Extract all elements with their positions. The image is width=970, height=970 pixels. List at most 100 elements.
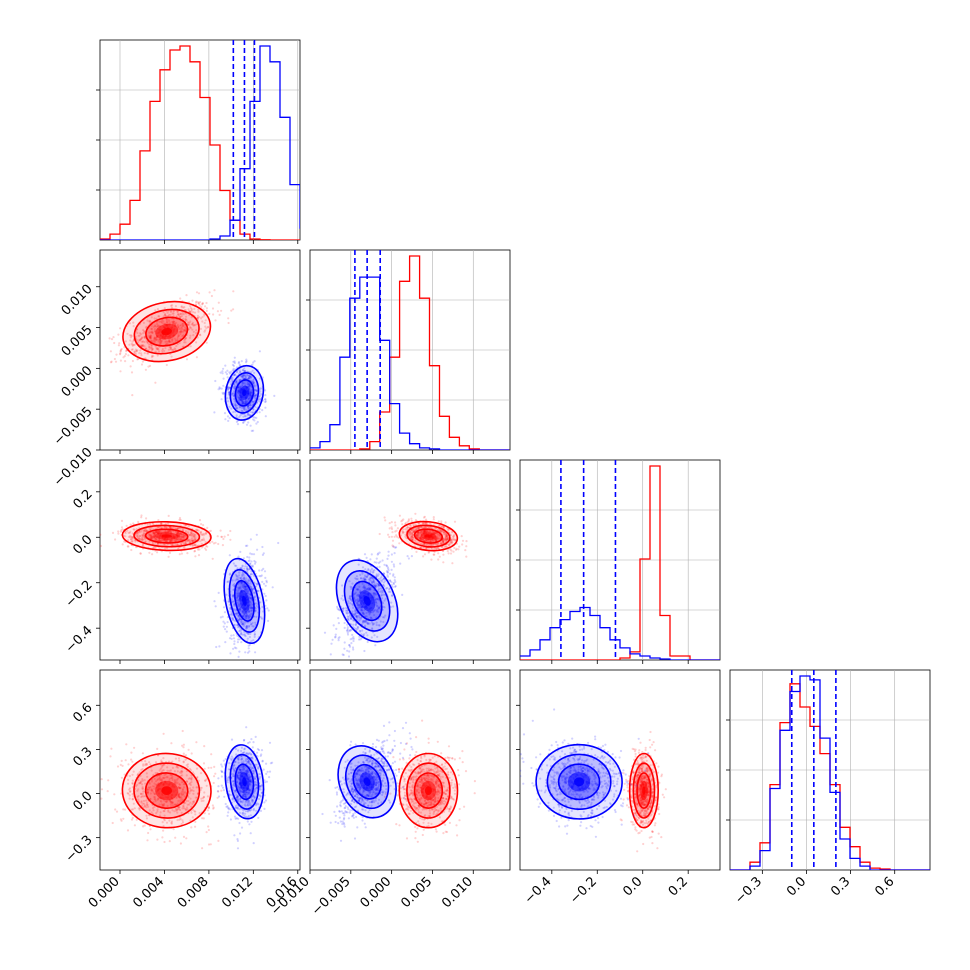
red-scatter-point [149, 792, 152, 795]
red-scatter-point [191, 539, 195, 543]
red-scatter-point [419, 536, 422, 539]
red-scatter-point [200, 523, 203, 526]
red-scatter-point [179, 532, 182, 536]
red-scatter-point [221, 544, 224, 547]
red-scatter-point [147, 352, 150, 355]
blue-scatter-point [348, 595, 352, 598]
red-scatter-point [152, 791, 155, 794]
red-scatter-point [150, 537, 153, 540]
red-scatter-point [198, 548, 201, 551]
red-scatter-point [154, 538, 157, 541]
red-scatter-point [186, 765, 189, 769]
red-scatter-point [146, 788, 149, 792]
red-scatter-point [180, 330, 183, 334]
red-scatter-point [435, 535, 438, 538]
blue-scatter-point [247, 397, 250, 400]
blue-scatter-point [393, 565, 396, 568]
red-scatter-point [190, 780, 193, 784]
red-scatter-point [159, 522, 163, 525]
red-scatter-point [153, 338, 156, 341]
red-scatter-point [202, 796, 205, 799]
red-scatter-point [142, 532, 145, 535]
red-scatter-point [162, 776, 165, 779]
blue-scatter-point [361, 611, 364, 614]
blue-scatter-point [346, 631, 349, 634]
blue-scatter-point [353, 614, 356, 617]
red-scatter-point [435, 532, 438, 535]
blue-scatter-point [378, 587, 381, 591]
blue-scatter-point [372, 578, 375, 581]
red-scatter-point [420, 531, 423, 534]
blue-scatter-point [355, 611, 358, 614]
blue-scatter-point [238, 416, 241, 419]
red-scatter-point [153, 777, 156, 781]
blue-scatter-point [363, 619, 366, 622]
blue-scatter-point [391, 585, 394, 589]
blue-scatter-point [250, 623, 253, 626]
blue-scatter-point [389, 579, 392, 583]
blue-scatter-point [235, 592, 238, 595]
red-scatter-point [148, 336, 151, 339]
red-scatter-point [141, 360, 144, 363]
red-scatter-point [134, 540, 137, 543]
red-scatter-point [140, 333, 143, 336]
red-scatter-point [180, 326, 184, 329]
red-scatter-point [401, 531, 404, 534]
blue-scatter-point [380, 580, 383, 583]
red-scatter-point [156, 778, 159, 781]
blue-scatter-point [256, 583, 259, 586]
blue-scatter-point [244, 585, 247, 588]
red-scatter-point [180, 770, 183, 773]
blue-scatter-point [227, 600, 230, 603]
blue-scatter-point [361, 566, 365, 569]
red-scatter-point [164, 347, 167, 350]
blue-scatter-point [387, 567, 390, 570]
blue-scatter-point [357, 614, 360, 617]
red-scatter-point [193, 543, 196, 547]
red-scatter-point [174, 339, 177, 342]
red-scatter-point [180, 792, 183, 795]
blue-contour-line [343, 570, 391, 632]
red-scatter-point [120, 819, 123, 822]
red-scatter-point [465, 545, 468, 548]
red-scatter-point [141, 752, 144, 755]
blue-scatter-point [250, 609, 254, 612]
blue-scatter-point [249, 391, 252, 394]
red-scatter-point [189, 311, 192, 314]
blue-scatter-point [383, 585, 386, 588]
red-scatter-point [407, 519, 410, 522]
red-scatter-point [167, 340, 170, 344]
red-scatter-point [125, 350, 128, 353]
red-scatter-point [195, 528, 198, 531]
red-scatter-point [180, 794, 183, 797]
red-scatter-point [153, 336, 156, 339]
blue-scatter-point [249, 605, 253, 608]
red-scatter-point [435, 539, 438, 542]
blue-scatter-point [238, 587, 241, 590]
red-scatter-point [143, 352, 146, 355]
blue-scatter-point [240, 582, 244, 585]
blue-scatter-point [249, 395, 252, 398]
red-scatter-point [190, 538, 193, 541]
blue-scatter-point [358, 585, 361, 588]
blue-scatter-point [252, 378, 255, 381]
red-scatter-point [172, 310, 175, 313]
blue-scatter-point [235, 366, 238, 369]
blue-scatter-point [249, 606, 252, 610]
blue-scatter-point [249, 582, 252, 585]
red-scatter-point [440, 542, 443, 546]
red-scatter-point [165, 363, 168, 367]
red-scatter-point [182, 317, 185, 320]
red-scatter-point [155, 530, 158, 533]
red-scatter-point [404, 521, 407, 524]
blue-scatter-point [346, 626, 349, 629]
blue-scatter-point [241, 402, 244, 405]
blue-scatter-point [381, 559, 384, 562]
red-scatter-point [189, 801, 192, 804]
red-scatter-point [181, 533, 184, 536]
red-scatter-point [176, 802, 179, 805]
blue-scatter-point [232, 603, 236, 606]
red-scatter-point [437, 546, 440, 549]
red-scatter-point [206, 545, 209, 548]
red-scatter-point [170, 355, 173, 358]
